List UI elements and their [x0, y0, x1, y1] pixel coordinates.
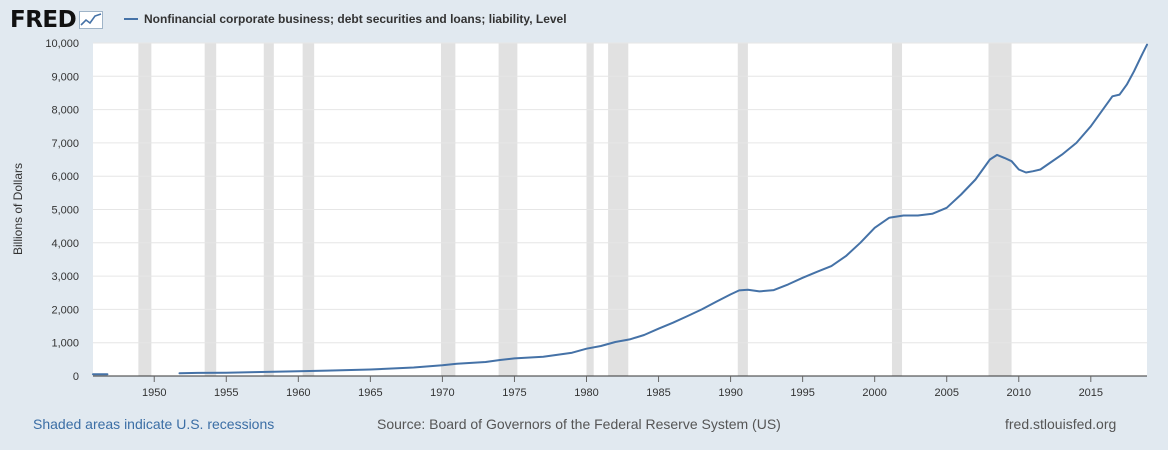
y-tick-label: 3,000: [51, 271, 79, 283]
x-axis-ticks: 1950 1955 1960 1965 1970 1975 1980 1985 1990 1995…: [142, 376, 1103, 399]
chart-legend[interactable]: Nonfinancial corporate business; debt se…: [124, 12, 567, 26]
y-tick-label: 0: [73, 371, 79, 383]
x-tick-label: 2015: [1079, 387, 1103, 399]
x-tick-label: 2010: [1007, 387, 1031, 399]
x-tick-label: 1990: [718, 387, 742, 399]
legend-line-swatch: [124, 18, 138, 20]
x-tick-label: 1970: [430, 387, 454, 399]
fred-logo[interactable]: FRED: [10, 7, 104, 33]
y-tick-label: 2,000: [51, 304, 79, 316]
y-tick-label: 10,000: [45, 38, 79, 50]
y-tick-label: 8,000: [51, 105, 79, 117]
x-tick-label: 1955: [214, 387, 238, 399]
x-tick-label: 2005: [934, 387, 958, 399]
y-tick-label: 6,000: [51, 171, 79, 183]
y-tick-label: 7,000: [51, 138, 79, 150]
grid-lines: [93, 42, 1147, 344]
y-tick-label: 5,000: [51, 205, 79, 217]
x-tick-label: 1975: [502, 387, 526, 399]
x-tick-label: 1995: [790, 387, 814, 399]
x-tick-label: 1965: [358, 387, 382, 399]
x-tick-label: 2000: [862, 387, 886, 399]
series-line-segment-0-1[interactable]: [178, 43, 1148, 375]
series-lines: [92, 43, 1148, 376]
y-axis-ticks: 0 1,000 2,000 3,000 4,000 5,000 6,000 7,000 8,00…: [45, 38, 79, 383]
fred-logo-text: FRED: [10, 7, 77, 33]
recession-note-link[interactable]: Shaded areas indicate U.S. recessions: [33, 416, 275, 432]
y-tick-label: 1,000: [51, 338, 79, 350]
source-text: Source: Board of Governors of the Federa…: [377, 416, 781, 432]
y-axis-label: Billions of Dollars: [11, 163, 25, 255]
x-tick-label: 1980: [574, 387, 598, 399]
y-tick-label: 4,000: [51, 238, 79, 250]
x-tick-label: 1960: [286, 387, 310, 399]
y-tick-label: 9,000: [51, 71, 79, 83]
x-tick-label: 1950: [142, 387, 166, 399]
site-url: fred.stlouisfed.org: [1005, 416, 1117, 432]
line-chart: 1950 1955 1960 1965 1970 1975 1980 1985 1990 1995…: [11, 38, 1148, 399]
x-tick-label: 1985: [646, 387, 670, 399]
line-chart-icon: [79, 11, 104, 29]
legend-series-label: Nonfinancial corporate business; debt se…: [144, 12, 567, 26]
